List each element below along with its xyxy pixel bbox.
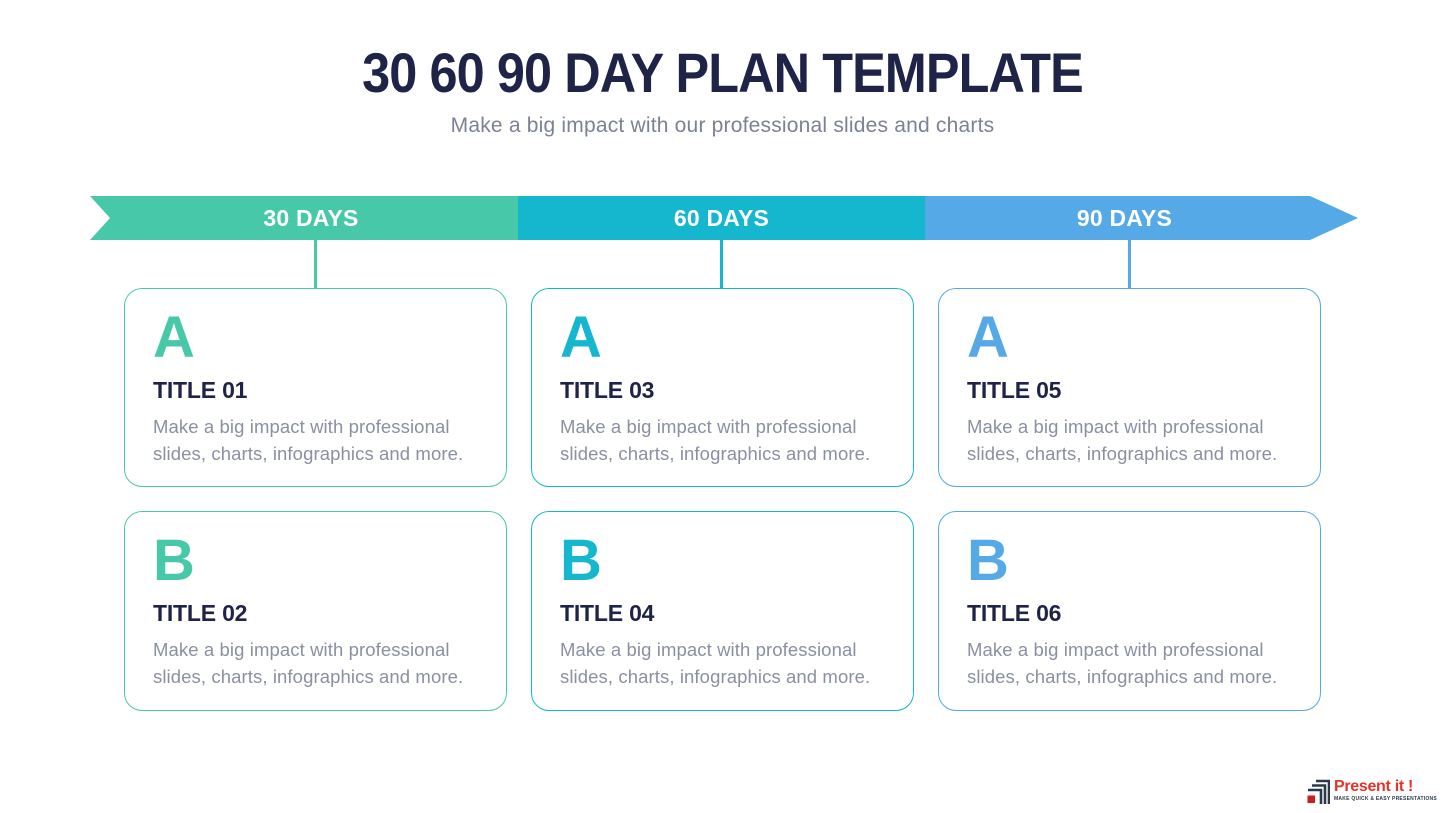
card-body: Make a big impact with professional slid… (560, 416, 871, 464)
letter-badge: A (967, 305, 1009, 370)
brand-name: Present it ! (1333, 778, 1414, 795)
letter-badge: B (153, 528, 195, 593)
connector-line-30 (314, 240, 317, 289)
stairs-chart-icon (1307, 779, 1330, 804)
letter-badge: A (153, 305, 195, 370)
plan-card-title-04: B TITLE 04 Make a big impact with profes… (531, 511, 914, 711)
letter-badge: B (967, 528, 1009, 593)
brand-tagline: MAKE QUICK & EASY PRESENTATIONS (1333, 796, 1437, 802)
card-title: TITLE 03 (560, 377, 655, 403)
card-title: TITLE 02 (153, 600, 248, 626)
card-title: TITLE 04 (560, 600, 655, 626)
connector-line-90 (1128, 240, 1131, 289)
connector-line-60 (720, 240, 723, 289)
card-title: TITLE 06 (967, 600, 1062, 626)
phase-60-days-label: 60 DAYS (673, 204, 770, 231)
card-body: Make a big impact with professional slid… (560, 639, 871, 687)
card-title: TITLE 01 (153, 377, 248, 403)
card-title: TITLE 05 (967, 377, 1062, 403)
card-body: Make a big impact with professional slid… (153, 416, 464, 464)
phase-90-days: 90 DAYS (925, 196, 1358, 240)
phase-30-days: 30 DAYS (90, 196, 518, 240)
plan-card-title-05: A TITLE 05 Make a big impact with profes… (938, 288, 1321, 487)
letter-badge: A (560, 305, 602, 370)
slide-title: 30 60 90 DAY PLAN TEMPLATE (362, 41, 1084, 104)
plan-card-title-03: A TITLE 03 Make a big impact with profes… (531, 288, 914, 487)
phase-30-days-label: 30 DAYS (263, 204, 359, 231)
phase-90-days-label: 90 DAYS (1076, 204, 1173, 231)
plan-card-title-02: B TITLE 02 Make a big impact with profes… (124, 511, 507, 711)
plan-card-title-06: B TITLE 06 Make a big impact with profes… (938, 511, 1321, 711)
card-body: Make a big impact with professional slid… (153, 639, 464, 687)
letter-badge: B (560, 528, 602, 593)
card-body: Make a big impact with professional slid… (967, 639, 1278, 687)
timeline-ribbon: 30 DAYS 60 DAYS 90 DAYS (90, 196, 1358, 240)
brand-logo: Present it ! MAKE QUICK & EASY PRESENTAT… (1306, 779, 1437, 805)
plan-card-title-01: A TITLE 01 Make a big impact with profes… (124, 288, 507, 487)
card-body: Make a big impact with professional slid… (967, 416, 1278, 464)
phase-60-days: 60 DAYS (518, 196, 925, 240)
slide-subtitle: Make a big impact with our professional … (450, 114, 995, 137)
